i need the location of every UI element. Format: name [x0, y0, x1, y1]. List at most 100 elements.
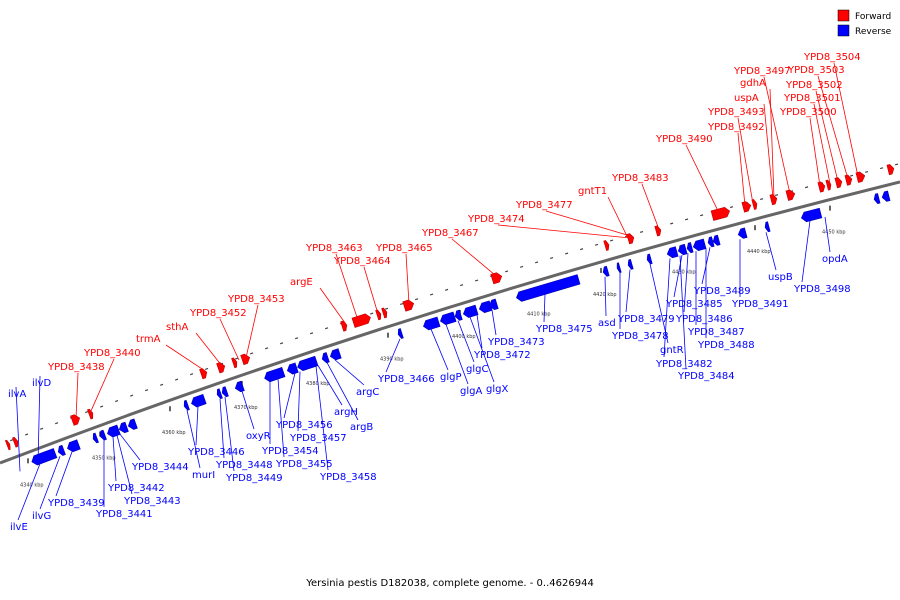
reverse-gene-block[interactable] — [692, 238, 707, 252]
gene-label-ypd8-3490[interactable]: YPD8_3490 — [655, 134, 713, 145]
reverse-gene-block[interactable] — [646, 253, 653, 265]
reverse-gene-block[interactable] — [627, 258, 634, 270]
gene-label-ilve[interactable]: ilvE — [10, 522, 28, 533]
forward-gene-block[interactable] — [87, 408, 94, 420]
reverse-gene-block[interactable] — [454, 309, 463, 321]
gene-label-ypd8-3442[interactable]: YPD8_3442 — [107, 483, 165, 494]
gene-label-ilvd[interactable]: ilvD — [32, 378, 51, 389]
gene-label-muri[interactable]: murI — [192, 470, 215, 481]
reverse-gene-block[interactable] — [66, 439, 81, 454]
gene-label-glgx[interactable]: glgX — [486, 384, 508, 395]
forward-gene-block[interactable] — [844, 174, 853, 186]
gene-label-glga[interactable]: glgA — [460, 386, 482, 397]
reverse-gene-block[interactable] — [602, 265, 610, 277]
reverse-gene-block[interactable] — [462, 304, 479, 319]
gene-label-glgc[interactable]: glgC — [466, 364, 488, 375]
reverse-gene-block[interactable] — [215, 388, 223, 400]
forward-gene-block[interactable] — [741, 200, 752, 213]
reverse-gene-block[interactable] — [666, 246, 679, 259]
forward-gene-block[interactable] — [4, 439, 11, 451]
forward-gene-block[interactable] — [231, 357, 238, 369]
gene-label-ypd8-3454[interactable]: YPD8_3454 — [261, 446, 319, 457]
gene-label-ypd8-3446[interactable]: YPD8_3446 — [187, 447, 245, 458]
forward-gene-block[interactable] — [375, 309, 383, 321]
forward-gene-block[interactable] — [70, 413, 82, 426]
gene-label-ypd8-3487[interactable]: YPD8_3487 — [687, 327, 745, 338]
reverse-gene-block[interactable] — [221, 386, 229, 398]
reverse-gene-block[interactable] — [296, 355, 319, 372]
gene-label-ypd8-3465[interactable]: YPD8_3465 — [375, 243, 433, 254]
reverse-gene-block[interactable] — [321, 352, 330, 364]
gene-label-ypd8-3448[interactable]: YPD8_3448 — [215, 460, 273, 471]
reverse-gene-block[interactable] — [234, 380, 245, 393]
reverse-gene-block[interactable] — [881, 190, 891, 202]
reverse-gene-block[interactable] — [118, 421, 129, 434]
gene-label-gntt1[interactable]: gntT1 — [578, 186, 607, 197]
reverse-gene-block[interactable] — [397, 328, 404, 339]
gene-label-ypd8-3503[interactable]: YPD8_3503 — [787, 65, 845, 76]
gene-label-ypd8-3504[interactable]: YPD8_3504 — [803, 52, 861, 63]
gene-label-ypd8-3441[interactable]: YPD8_3441 — [95, 509, 153, 520]
forward-gene-block[interactable] — [12, 436, 19, 448]
reverse-gene-block[interactable] — [677, 243, 688, 256]
forward-gene-block[interactable] — [710, 206, 731, 221]
reverse-gene-block[interactable] — [707, 236, 715, 248]
gene-label-oxyr[interactable]: oxyR — [246, 431, 271, 442]
reverse-gene-block[interactable] — [106, 424, 121, 439]
reverse-gene-block[interactable] — [686, 242, 694, 254]
gene-label-ypd8-3477[interactable]: YPD8_3477 — [515, 200, 573, 211]
gene-label-ypd8-3472[interactable]: YPD8_3472 — [473, 350, 531, 361]
gene-label-gntr[interactable]: gntR — [660, 345, 684, 356]
gene-label-asd[interactable]: asd — [598, 318, 616, 329]
reverse-gene-block[interactable] — [712, 234, 721, 246]
forward-gene-block[interactable] — [351, 313, 372, 328]
gene-label-ypd8-3464[interactable]: YPD8_3464 — [333, 256, 391, 267]
forward-gene-block[interactable] — [216, 361, 227, 374]
reverse-gene-block[interactable] — [422, 316, 441, 331]
gene-label-ypd8-3466[interactable]: YPD8_3466 — [377, 374, 435, 385]
reverse-gene-block[interactable] — [329, 348, 342, 362]
gene-label-ypd8-3493[interactable]: YPD8_3493 — [707, 107, 765, 118]
reverse-gene-block[interactable] — [56, 444, 66, 456]
forward-gene-block[interactable] — [381, 307, 389, 319]
gene-label-ilvg[interactable]: ilvG — [32, 511, 51, 522]
gene-label-argh[interactable]: argH — [334, 407, 358, 418]
gene-label-ypd8-3492[interactable]: YPD8_3492 — [707, 122, 765, 133]
forward-gene-block[interactable] — [825, 179, 832, 191]
reverse-gene-block[interactable] — [478, 300, 493, 314]
gene-label-ypd8-3484[interactable]: YPD8_3484 — [677, 371, 735, 382]
gene-label-argc[interactable]: argC — [356, 387, 379, 398]
gene-label-ypd8-3449[interactable]: YPD8_3449 — [225, 473, 283, 484]
gene-label-ypd8-3438[interactable]: YPD8_3438 — [47, 362, 105, 373]
gene-label-argb[interactable]: argB — [350, 422, 373, 433]
reverse-gene-block[interactable] — [616, 262, 622, 273]
forward-gene-block[interactable] — [240, 353, 252, 366]
forward-gene-block[interactable] — [490, 271, 503, 285]
forward-gene-block[interactable] — [603, 240, 611, 251]
gene-label-ypd8-3485[interactable]: YPD8_3485 — [665, 299, 723, 310]
gene-label-ypd8-3488[interactable]: YPD8_3488 — [697, 340, 755, 351]
reverse-gene-block[interactable] — [91, 432, 99, 444]
gene-label-ypd8-3457[interactable]: YPD8_3457 — [289, 433, 347, 444]
gene-label-ypd8-3440[interactable]: YPD8_3440 — [83, 348, 141, 359]
gene-label-ypd8-3453[interactable]: YPD8_3453 — [227, 294, 285, 305]
gene-label-ypd8-3474[interactable]: YPD8_3474 — [467, 214, 525, 225]
gene-label-ypd8-3439[interactable]: YPD8_3439 — [47, 498, 105, 509]
gene-label-uspb[interactable]: uspB — [768, 272, 793, 283]
gene-label-uspa[interactable]: uspA — [734, 93, 759, 104]
reverse-gene-block[interactable] — [800, 207, 823, 223]
gene-label-ypd8-3500[interactable]: YPD8_3500 — [779, 107, 837, 118]
gene-label-ypd8-3501[interactable]: YPD8_3501 — [783, 93, 841, 104]
reverse-gene-block[interactable] — [263, 366, 286, 383]
reverse-gene-block[interactable] — [737, 227, 748, 240]
gene-label-ypd8-3491[interactable]: YPD8_3491 — [731, 299, 789, 310]
gene-label-ypd8-3486[interactable]: YPD8_3486 — [675, 314, 733, 325]
gene-label-ilva[interactable]: ilvA — [8, 389, 26, 400]
gene-label-ypd8-3473[interactable]: YPD8_3473 — [487, 337, 545, 348]
gene-label-ypd8-3489[interactable]: YPD8_3489 — [693, 286, 751, 297]
gene-label-ypd8-3456[interactable]: YPD8_3456 — [275, 420, 333, 431]
gene-label-ypd8-3498[interactable]: YPD8_3498 — [793, 284, 851, 295]
gene-label-gdha[interactable]: gdhA — [740, 78, 766, 89]
forward-gene-block[interactable] — [626, 233, 636, 245]
reverse-gene-block[interactable] — [488, 298, 499, 311]
